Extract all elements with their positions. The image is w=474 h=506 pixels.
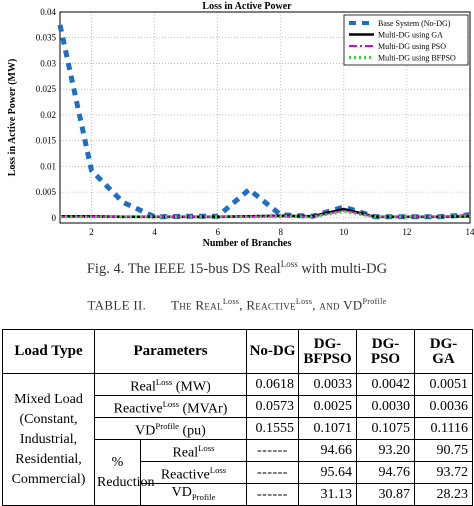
chart-title: Loss in Active Power — [202, 1, 292, 12]
param-text: VD — [135, 423, 155, 438]
value-cell: 0.0042 — [357, 374, 415, 396]
results-table: Load Type Parameters No-DG DG-BFPSO DG-P… — [2, 329, 473, 506]
y-tick-label: 0.015 — [36, 136, 57, 146]
value-cell: 31.13 — [299, 484, 357, 506]
y-tick-label: 0.025 — [36, 84, 57, 94]
value-cell: 0.1555 — [247, 418, 299, 440]
param-cell: VDProfile (pu) — [95, 418, 247, 440]
value-cell: 94.66 — [299, 440, 357, 462]
figure-caption-text: Fig. 4. The IEEE 15-bus DS Real — [87, 261, 281, 277]
param-cell: RealLoss (MW) — [95, 374, 247, 396]
header-text: PSO — [371, 351, 400, 367]
value-cell: 0.0036 — [415, 396, 473, 418]
value-cell: 0.0051 — [415, 374, 473, 396]
y-tick-label: 0.04 — [40, 7, 56, 17]
table-title-sup: Loss — [223, 297, 239, 306]
param-unit: (pu) — [179, 423, 206, 438]
table-title-part: The Real — [171, 297, 223, 312]
table-title-sup: Profile — [363, 297, 387, 306]
param-unit: (MVAr) — [179, 401, 227, 416]
value-cell: 0.1071 — [299, 418, 357, 440]
x-tick-label: 12 — [402, 227, 411, 237]
value-cell: 0.0025 — [299, 396, 357, 418]
param-text: Reactive — [161, 467, 210, 482]
param-text: Real — [172, 445, 198, 460]
header-text: BFPSO — [303, 351, 351, 367]
value-cell: 94.76 — [357, 462, 415, 484]
header-parameters: Parameters — [95, 330, 247, 374]
value-cell: ------ — [247, 462, 299, 484]
x-tick-label: 4 — [152, 227, 157, 237]
value-cell: 0.1116 — [415, 418, 473, 440]
x-tick-label: 10 — [339, 227, 349, 237]
table-number: TABLE II. — [87, 297, 146, 312]
y-tick-label: 0.03 — [40, 58, 56, 68]
value-cell: 30.87 — [357, 484, 415, 506]
value-cell: 0.0573 — [247, 396, 299, 418]
header-text: DG- — [430, 336, 458, 352]
value-cell: 0.0033 — [299, 374, 357, 396]
header-dg-ga: DG-GA — [415, 330, 473, 374]
param-cell: ReactiveLoss (MVAr) — [95, 396, 247, 418]
table-row: Mixed Load (Constant, Industrial, Reside… — [3, 374, 473, 396]
value-cell: 90.75 — [415, 440, 473, 462]
table-title-part: , and VD — [312, 297, 362, 312]
value-cell: 93.72 — [415, 462, 473, 484]
y-tick-label: 0.02 — [40, 110, 56, 120]
param-cell: RealLoss — [141, 440, 247, 462]
param-text: Real — [130, 379, 156, 394]
header-text: DG- — [314, 336, 342, 352]
param-cell: VDProfile — [141, 484, 247, 506]
load-type-cell: Mixed Load (Constant, Industrial, Reside… — [3, 374, 95, 506]
value-cell: 93.20 — [357, 440, 415, 462]
x-tick-label: 8 — [279, 227, 284, 237]
value-cell: ------ — [247, 440, 299, 462]
param-sub: Profile — [192, 491, 216, 501]
value-cell: 0.1075 — [357, 418, 415, 440]
value-cell: 28.23 — [415, 484, 473, 506]
header-text: GA — [432, 351, 455, 367]
header-load-type: Load Type — [3, 330, 95, 374]
header-dg-bfpso: DG-BFPSO — [299, 330, 357, 374]
legend-label: Multi-DG using BFPSO — [378, 54, 456, 63]
x-tick-label: 2 — [89, 227, 94, 237]
legend-label: Multi-DG using GA — [378, 31, 443, 40]
param-sup: Loss — [163, 399, 179, 409]
param-text: VD — [172, 485, 192, 500]
loss-chart: 0 0.005 0.01 0.015 0.02 0.025 0.03 0.035 0.04 2 4 6… — [0, 0, 474, 250]
value-cell: 0.0618 — [247, 374, 299, 396]
figure-caption-tail: with multi-DG — [298, 261, 387, 277]
table-title-sup: Loss — [296, 297, 312, 306]
x-tick-label: 6 — [215, 227, 220, 237]
param-sup: Profile — [155, 421, 179, 431]
y-tick-label: 0.005 — [36, 187, 57, 197]
y-tick-label: 0.01 — [40, 161, 56, 171]
param-cell: ReactiveLoss — [141, 462, 247, 484]
figure-caption-sup: Loss — [281, 259, 298, 269]
param-sup: Loss — [156, 377, 172, 387]
table-header-row: Load Type Parameters No-DG DG-BFPSO DG-P… — [3, 330, 473, 374]
x-axis-label: Number of Branches — [203, 238, 292, 249]
y-tick-label: 0.035 — [36, 33, 57, 43]
y-axis-label: Loss in Active Power (MW) — [7, 59, 18, 177]
header-no-dg: No-DG — [247, 330, 299, 374]
value-cell: 95.64 — [299, 462, 357, 484]
param-unit: (MW) — [172, 379, 211, 394]
legend-label: Multi-DG using PSO — [378, 42, 446, 51]
param-sup: Loss — [210, 465, 226, 475]
param-text: Reactive — [114, 401, 163, 416]
param-sup: Loss — [198, 443, 214, 453]
figure-caption: Fig. 4. The IEEE 15-bus DS RealLoss with… — [0, 259, 474, 278]
value-cell: 0.0030 — [357, 396, 415, 418]
reduction-label-cell: % Reduction — [95, 440, 141, 506]
legend-label: Base System (No-DG) — [378, 19, 451, 28]
table-caption: TABLE II. The RealLoss, ReactiveLoss, an… — [0, 297, 474, 313]
header-dg-pso: DG-PSO — [357, 330, 415, 374]
y-tick-label: 0 — [52, 213, 57, 223]
value-cell: ------ — [247, 484, 299, 506]
table-title-part: , Reactive — [239, 297, 296, 312]
x-tick-label: 14 — [466, 227, 474, 237]
header-text: DG- — [372, 336, 400, 352]
